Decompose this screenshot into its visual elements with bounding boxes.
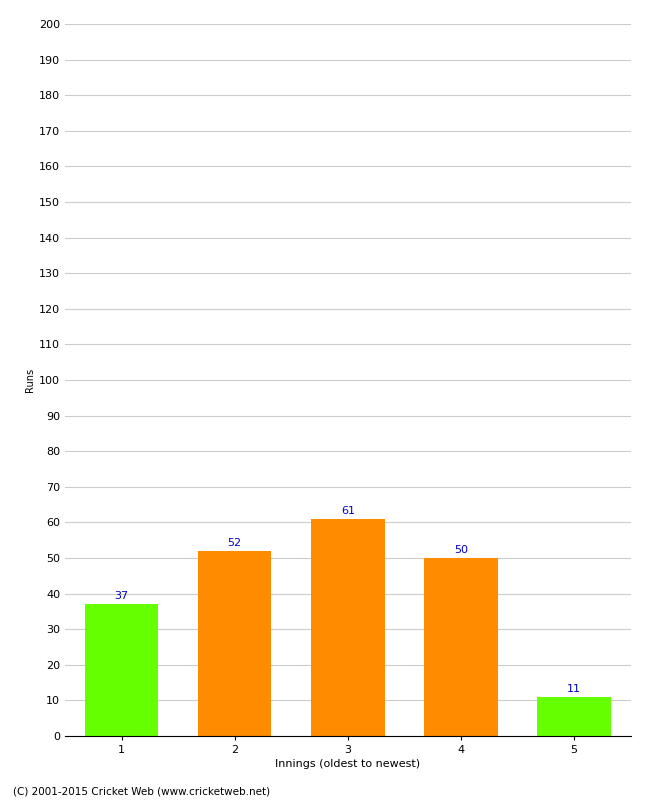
Bar — [424, 558, 498, 736]
Text: 50: 50 — [454, 545, 468, 555]
Text: 52: 52 — [227, 538, 242, 548]
Text: 61: 61 — [341, 506, 355, 516]
Bar — [84, 604, 159, 736]
Text: 37: 37 — [114, 591, 129, 602]
X-axis label: Innings (oldest to newest): Innings (oldest to newest) — [275, 759, 421, 769]
Bar — [198, 551, 272, 736]
Y-axis label: Runs: Runs — [25, 368, 35, 392]
Text: 11: 11 — [567, 684, 581, 694]
Bar — [311, 519, 385, 736]
Bar — [537, 697, 611, 736]
Text: (C) 2001-2015 Cricket Web (www.cricketweb.net): (C) 2001-2015 Cricket Web (www.cricketwe… — [13, 786, 270, 796]
